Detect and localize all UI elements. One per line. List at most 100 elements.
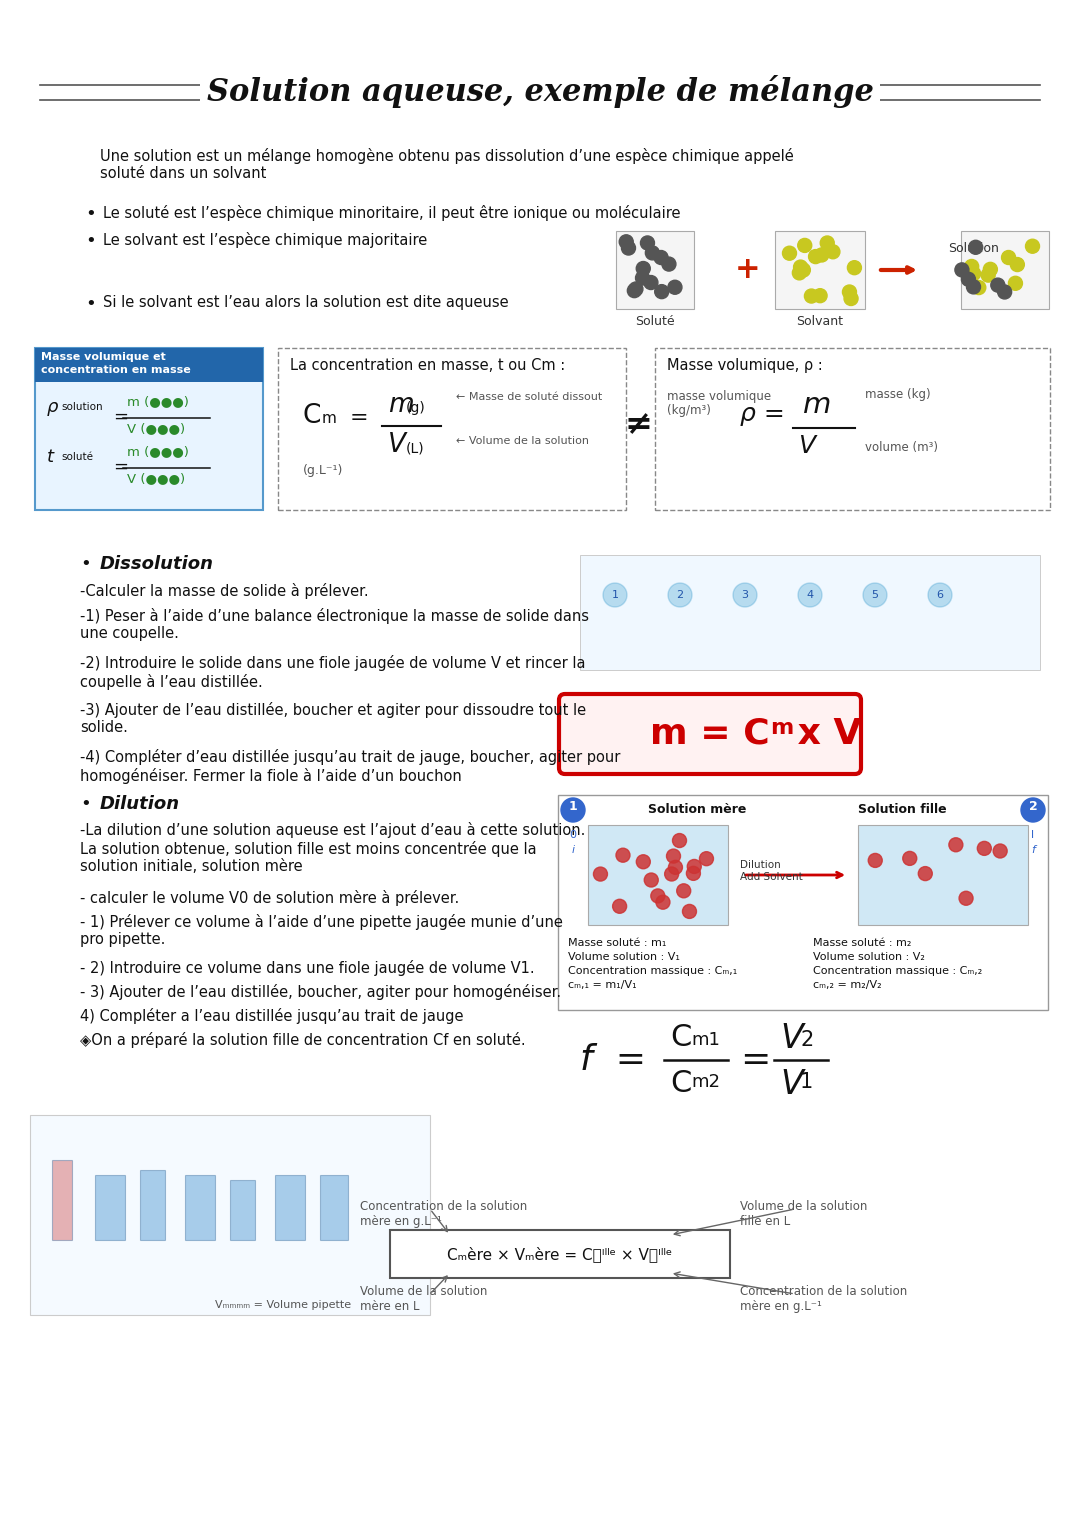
FancyBboxPatch shape [775, 231, 865, 308]
Text: (g.L⁻¹): (g.L⁻¹) [303, 464, 343, 476]
Circle shape [656, 895, 670, 909]
FancyBboxPatch shape [588, 825, 728, 925]
Text: V: V [388, 432, 406, 458]
Circle shape [918, 867, 932, 881]
Text: l: l [1031, 831, 1035, 840]
Circle shape [967, 279, 981, 293]
Circle shape [845, 292, 858, 305]
Text: m: m [388, 392, 414, 418]
Circle shape [666, 849, 680, 863]
Text: Concentration massique : Cₘ,₂: Concentration massique : Cₘ,₂ [813, 967, 982, 976]
Circle shape [673, 834, 687, 847]
FancyBboxPatch shape [320, 1174, 348, 1240]
Circle shape [863, 583, 887, 608]
Circle shape [636, 855, 650, 869]
Text: m: m [322, 411, 337, 426]
Text: Dilution
Add Solvent: Dilution Add Solvent [740, 860, 802, 881]
FancyBboxPatch shape [654, 348, 1050, 510]
Text: Volume de la solution
mère en L: Volume de la solution mère en L [360, 1286, 487, 1313]
Circle shape [966, 266, 980, 279]
Text: m: m [770, 718, 793, 738]
Text: V: V [798, 434, 815, 458]
Text: t: t [48, 447, 54, 466]
Text: V: V [780, 1022, 802, 1055]
Circle shape [1001, 250, 1015, 264]
Text: Si le solvant est l’eau alors la solution est dite aqueuse: Si le solvant est l’eau alors la solutio… [103, 295, 509, 310]
Text: C: C [303, 403, 322, 429]
Text: Dilution: Dilution [100, 796, 180, 812]
Text: 1: 1 [569, 800, 578, 814]
Text: La concentration en masse, t ou Cm :: La concentration en masse, t ou Cm : [291, 357, 565, 373]
Text: Soluté: Soluté [635, 315, 675, 328]
Circle shape [616, 847, 630, 863]
Circle shape [961, 272, 975, 286]
Text: 5: 5 [872, 589, 878, 600]
Text: Concentration massique : Cₘ,₁: Concentration massique : Cₘ,₁ [568, 967, 738, 976]
Text: Solution: Solution [948, 241, 999, 255]
FancyBboxPatch shape [961, 231, 1049, 308]
Text: Concentration de la solution
mère en g.L⁻¹: Concentration de la solution mère en g.L… [360, 1200, 527, 1228]
Text: solution: solution [60, 402, 103, 412]
Text: =: = [113, 458, 129, 476]
Text: =: = [113, 408, 129, 426]
Text: 2: 2 [800, 1031, 813, 1051]
Text: 1: 1 [611, 589, 619, 600]
Text: - calculer le volume V0 de solution mère à prélever.: - calculer le volume V0 de solution mère… [80, 890, 459, 906]
Text: volume (m³): volume (m³) [865, 441, 939, 454]
Text: V (●●●): V (●●●) [127, 472, 185, 486]
FancyBboxPatch shape [230, 1180, 255, 1240]
Circle shape [651, 889, 665, 902]
Text: cₘ,₁ = m₁/V₁: cₘ,₁ = m₁/V₁ [568, 980, 636, 989]
Text: ← Masse de soluté dissout: ← Masse de soluté dissout [456, 392, 603, 402]
Text: Une solution est un mélange homogène obtenu pas dissolution d’une espèce chimiqu: Une solution est un mélange homogène obt… [100, 148, 794, 182]
FancyBboxPatch shape [35, 348, 264, 382]
Text: C: C [670, 1069, 691, 1098]
Circle shape [677, 884, 691, 898]
Circle shape [990, 278, 1004, 292]
Circle shape [619, 235, 633, 249]
Circle shape [629, 282, 643, 296]
Text: Volume de la solution
fille en L: Volume de la solution fille en L [740, 1200, 867, 1228]
Circle shape [646, 246, 660, 260]
FancyBboxPatch shape [558, 796, 1048, 1009]
Text: m = C: m = C [650, 718, 770, 751]
Circle shape [687, 860, 701, 873]
Text: f  =: f = [580, 1043, 646, 1077]
FancyBboxPatch shape [275, 1174, 305, 1240]
Circle shape [783, 246, 796, 260]
Text: V (●●●): V (●●●) [127, 421, 185, 435]
FancyBboxPatch shape [35, 348, 264, 510]
Text: ρ: ρ [48, 399, 58, 415]
Text: -4) Compléter d’eau distillée jusqu’au trait de jauge, boucher, agiter pour
homo: -4) Compléter d’eau distillée jusqu’au t… [80, 750, 620, 783]
Circle shape [687, 866, 701, 881]
FancyBboxPatch shape [140, 1170, 165, 1240]
Text: Solution aqueuse, exemple de mélange: Solution aqueuse, exemple de mélange [206, 75, 874, 108]
Text: Le soluté est l’espèce chimique minoritaire, il peut être ionique ou moléculaire: Le soluté est l’espèce chimique minorita… [103, 205, 680, 221]
FancyBboxPatch shape [52, 1161, 72, 1240]
Text: Volume solution : V₁: Volume solution : V₁ [568, 951, 680, 962]
Text: ≠: ≠ [624, 409, 652, 441]
Circle shape [903, 852, 917, 866]
Text: m: m [804, 391, 832, 418]
Circle shape [640, 237, 654, 250]
Text: =: = [350, 408, 368, 428]
Text: concentration en masse: concentration en masse [41, 365, 191, 376]
Circle shape [561, 799, 585, 822]
Circle shape [928, 583, 951, 608]
Text: •: • [85, 232, 96, 250]
FancyBboxPatch shape [95, 1174, 125, 1240]
Text: 2: 2 [676, 589, 684, 600]
Text: Masse soluté : m₁: Masse soluté : m₁ [568, 938, 666, 948]
Text: (kg/m³): (kg/m³) [667, 405, 711, 417]
Circle shape [798, 583, 822, 608]
Circle shape [809, 249, 823, 264]
Circle shape [669, 583, 692, 608]
Circle shape [813, 289, 827, 302]
Circle shape [700, 852, 714, 866]
Circle shape [733, 583, 757, 608]
Text: 0: 0 [569, 831, 577, 840]
Circle shape [977, 841, 991, 855]
Circle shape [635, 270, 649, 286]
Circle shape [1009, 276, 1023, 290]
Circle shape [669, 860, 683, 875]
